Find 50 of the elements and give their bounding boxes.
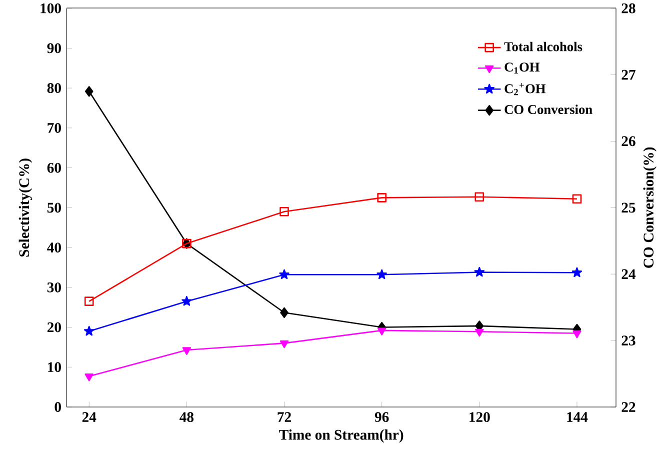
y2-axis-title: CO Conversion(%) <box>643 147 656 268</box>
point <box>84 326 94 336</box>
y-tick-label: 30 <box>47 282 61 292</box>
point <box>279 269 290 280</box>
y2-tick-label: 26 <box>622 136 636 146</box>
y2-tick-label: 25 <box>622 202 636 213</box>
point <box>572 267 582 278</box>
x-tick-label: 72 <box>278 412 291 422</box>
x-axis-title: Time on Stream(hr) <box>279 429 404 443</box>
legend-label: C$_{2}$$^{+}$OH <box>504 82 546 96</box>
y-tick-label: 70 <box>48 122 61 133</box>
point <box>377 193 386 202</box>
point <box>572 194 582 204</box>
y2-tick-label: 27 <box>622 70 636 80</box>
point <box>572 330 582 338</box>
point <box>182 296 192 306</box>
point <box>474 192 484 202</box>
point <box>280 307 288 318</box>
y2-tick-label: 23 <box>622 336 636 346</box>
y-tick-label: 50 <box>47 202 61 213</box>
point <box>377 328 386 336</box>
point <box>84 86 94 97</box>
legend-label: C$_{1}$OH <box>504 62 540 74</box>
y-tick-label: 10 <box>48 362 61 372</box>
y-tick-label: 80 <box>47 83 61 94</box>
point <box>474 266 485 277</box>
x-tick-label: 48 <box>180 412 194 422</box>
point <box>280 206 289 216</box>
y2-tick-label: 28 <box>622 3 636 14</box>
legend-label: CO Conversion <box>504 104 592 114</box>
x-tick-label: 24 <box>82 412 96 422</box>
y-tick-label: 100 <box>40 3 61 14</box>
point <box>182 347 192 355</box>
x-tick-label: 120 <box>470 412 490 422</box>
y-tick-label: 40 <box>47 242 61 252</box>
point <box>475 328 484 337</box>
point <box>84 296 94 306</box>
y-tick-label: 60 <box>47 162 61 173</box>
y-axis-title: Selectivity(C%) <box>18 158 32 257</box>
point <box>376 269 387 280</box>
x-tick-label: 96 <box>374 412 389 422</box>
y-tick-label: 20 <box>47 322 61 332</box>
y-tick-label: 0 <box>54 402 61 412</box>
y2-tick-label: 22 <box>622 402 636 412</box>
legend-label: Total alcohols <box>504 42 582 52</box>
point <box>280 340 289 348</box>
y2-tick-label: 24 <box>622 269 636 279</box>
y-tick-label: 90 <box>47 43 61 54</box>
point <box>84 373 94 382</box>
x-tick-label: 144 <box>567 412 588 422</box>
